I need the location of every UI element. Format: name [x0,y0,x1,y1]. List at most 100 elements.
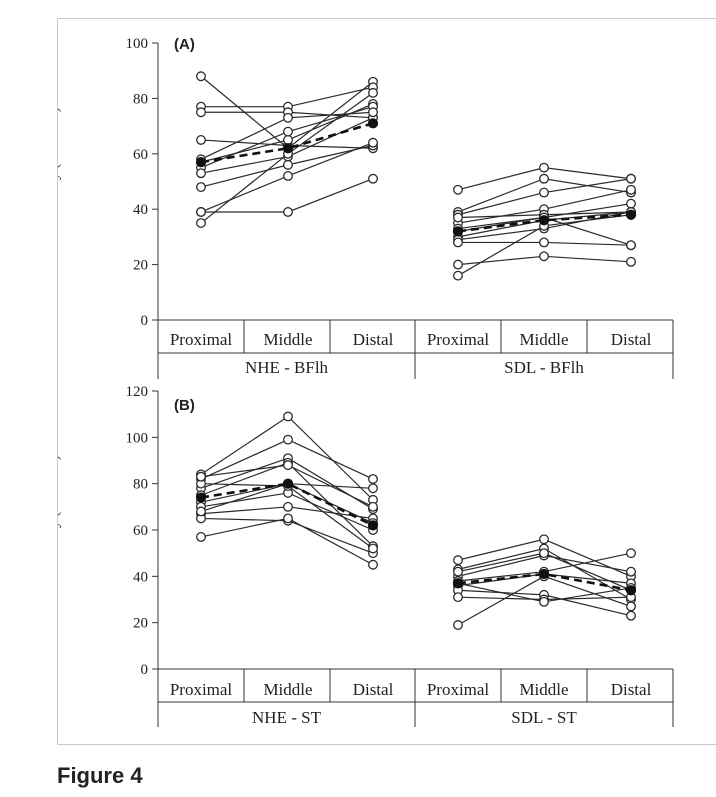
category-label: Middle [519,330,568,349]
data-point [539,187,549,198]
data-point [196,218,206,229]
data-point [539,162,549,173]
figure-svg: 0 20 40 60 80 100 EMG activity (%MVIC) (A) Proxi… [58,36,674,727]
y-tick-label: 60 [133,523,148,539]
mean-point [625,585,637,596]
data-point [539,173,549,184]
data-point [368,107,378,118]
data-point [453,212,463,223]
y-tick-label: 0 [141,662,149,678]
mean-line [200,482,374,527]
data-point [283,513,293,524]
mean-point [452,578,464,589]
data-point [368,483,378,494]
data-point [626,566,636,577]
data-point [539,237,549,248]
data-point [453,566,463,577]
panel-label: (A) [174,36,195,53]
category-label: Middle [263,330,312,349]
mean-point [538,215,550,226]
data-point [196,182,206,192]
mean-line [457,572,632,592]
data-point [626,240,636,251]
data-point [453,620,463,630]
category-label: Distal [611,330,652,349]
data-point [368,543,378,554]
y-tick-label: 100 [126,36,149,52]
mean-line [200,122,374,164]
data-point [368,137,378,148]
data-point [626,610,636,621]
data-point [626,198,636,209]
data-point [368,474,378,484]
mean-point [625,209,637,220]
data-point [368,501,378,512]
data-point [283,126,293,137]
category-label: Distal [353,330,394,349]
data-point [283,159,293,170]
panel-label: (B) [174,397,195,414]
category-label: Middle [519,680,568,699]
mean-point [367,520,379,531]
y-tick-label: 0 [141,313,149,329]
data-point [283,460,293,471]
data-point [283,207,293,217]
figure-frame: 0 20 40 60 80 100 EMG activity (%MVIC) (A) Proxi… [57,18,716,745]
data-point [539,251,549,262]
y-axis-label: EMG activity (%MVIC) [58,455,62,602]
y-tick-label: 20 [133,616,148,632]
mean-point [452,226,464,237]
data-point [283,411,293,422]
data-point [283,112,293,123]
data-point [626,173,636,184]
category-label: Proximal [427,330,490,349]
data-point [539,534,549,545]
category-label: Proximal [170,680,233,699]
y-tick-label: 80 [133,91,148,107]
y-tick-label: 120 [126,384,149,400]
data-point [453,555,463,566]
figure-caption: Figure 4 [57,763,143,788]
y-tick-label: 20 [133,258,148,274]
data-point [539,548,549,559]
data-point [283,134,293,145]
category-label: Distal [611,680,652,699]
data-point [196,107,206,118]
y-tick-label: 40 [133,202,148,218]
data-point [453,592,463,603]
mean-point [282,478,294,489]
data-point [453,184,463,195]
data-point [453,259,463,270]
category-label: Proximal [170,330,233,349]
group-label: NHE - BFlh [245,358,329,377]
mean-point [367,118,379,129]
group-label: SDL - ST [511,708,577,727]
data-point [196,532,206,542]
category-label: Distal [353,680,394,699]
data-point [626,548,636,559]
data-point [196,168,206,179]
mean-line [457,213,632,233]
mean-point [195,157,207,168]
group-label: SDL - BFlh [504,358,584,377]
data-point [283,434,293,445]
group-label: NHE - ST [252,708,322,727]
category-label: Middle [263,680,312,699]
y-tick-label: 100 [126,430,149,446]
y-axis-label: EMG activity (%MVIC) [58,107,62,254]
data-point [453,270,463,281]
data-point [196,506,206,517]
y-tick-label: 80 [133,477,148,493]
mean-point [282,143,294,154]
mean-point [538,568,550,580]
y-tick-label: 40 [133,569,148,585]
data-point [196,471,206,482]
mean-point [195,492,207,503]
data-point [283,501,293,512]
category-label: Proximal [427,680,490,699]
data-point [626,184,636,195]
data-point [196,134,206,145]
data-point [283,171,293,181]
data-point [626,256,636,267]
data-point [196,71,206,82]
